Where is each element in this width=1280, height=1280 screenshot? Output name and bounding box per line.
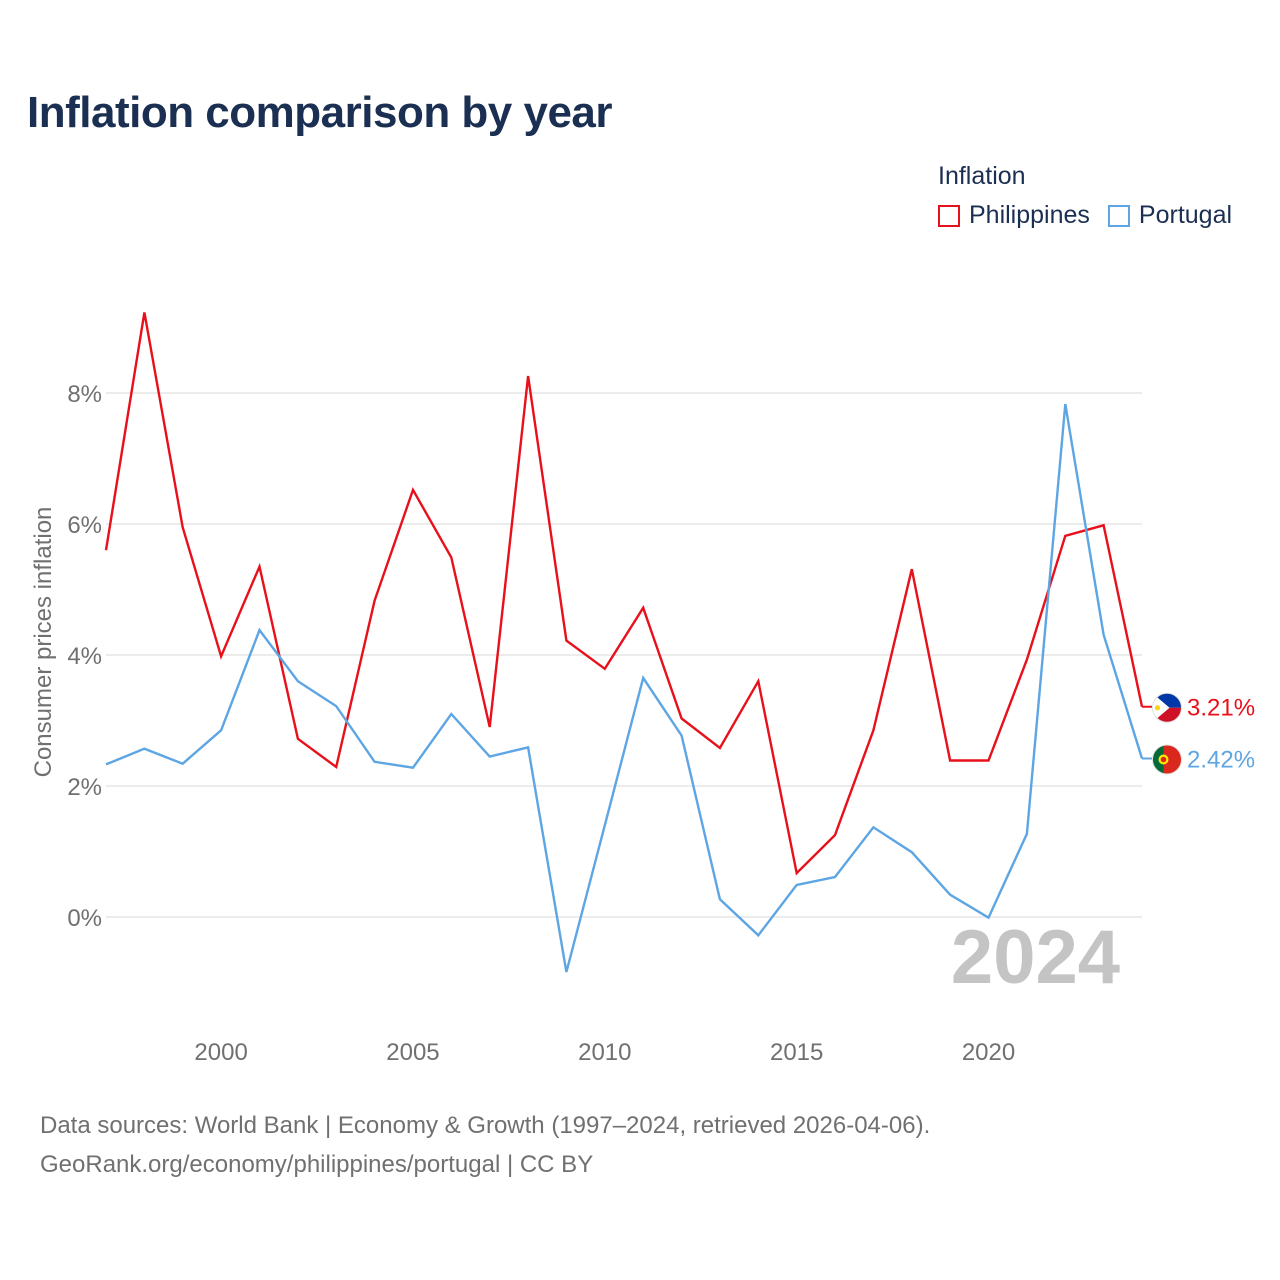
y-axis-label: Consumer prices inflation — [30, 507, 57, 778]
x-tick-label: 2005 — [386, 1039, 439, 1066]
end-value-label-portugal: 2.42% — [1187, 746, 1255, 773]
series-lines — [104, 312, 1144, 973]
x-tick-label: 2010 — [578, 1039, 631, 1066]
y-tick-label: 8% — [67, 381, 102, 408]
y-tick-label: 6% — [67, 512, 102, 539]
philippines-flag-icon — [1152, 692, 1182, 723]
legend-swatch-portugal — [1107, 204, 1130, 227]
x-tick-label: 2000 — [194, 1039, 247, 1066]
footer-source: Data sources: World Bank | Economy & Gro… — [40, 1112, 931, 1139]
legend: Inflation Philippines Portugal — [938, 162, 1250, 230]
portugal-flag-icon — [1152, 744, 1182, 775]
legend-title: Inflation — [938, 162, 1026, 190]
series-line-portugal — [105, 403, 1144, 973]
legend-label-philippines: Philippines — [969, 201, 1090, 229]
footer-link[interactable]: GeoRank.org/economy/philippines/portugal… — [40, 1151, 594, 1178]
legend-item-philippines[interactable]: Philippines — [938, 201, 1090, 230]
year-watermark: 2024 — [951, 915, 1120, 1000]
line-chart: 0% 2% 4% 6% 8% 2000 2005 2010 2015 2020 Consumer… — [30, 312, 1255, 1066]
x-tick-label: 2015 — [770, 1039, 823, 1066]
legend-label-portugal: Portugal — [1138, 201, 1233, 229]
y-tick-label: 0% — [67, 905, 102, 932]
footer: Data sources: World Bank | Economy & Gro… — [40, 1106, 930, 1184]
gridlines — [106, 392, 1142, 918]
y-axis-ticks: 0% 2% 4% 6% 8% — [67, 381, 102, 932]
series-end-markers: 3.21% 2.42% — [1142, 692, 1255, 775]
chart-title: Inflation comparison by year — [27, 88, 613, 137]
x-axis-ticks: 2000 2005 2010 2015 2020 — [194, 1039, 1015, 1066]
y-tick-label: 2% — [67, 774, 102, 801]
series-line-philippines — [104, 312, 1144, 876]
legend-item-portugal[interactable]: Portugal — [1107, 201, 1233, 230]
end-value-label-philippines: 3.21% — [1187, 695, 1255, 722]
y-tick-label: 4% — [67, 643, 102, 670]
legend-swatch-philippines — [938, 204, 960, 227]
x-tick-label: 2020 — [962, 1039, 1015, 1066]
